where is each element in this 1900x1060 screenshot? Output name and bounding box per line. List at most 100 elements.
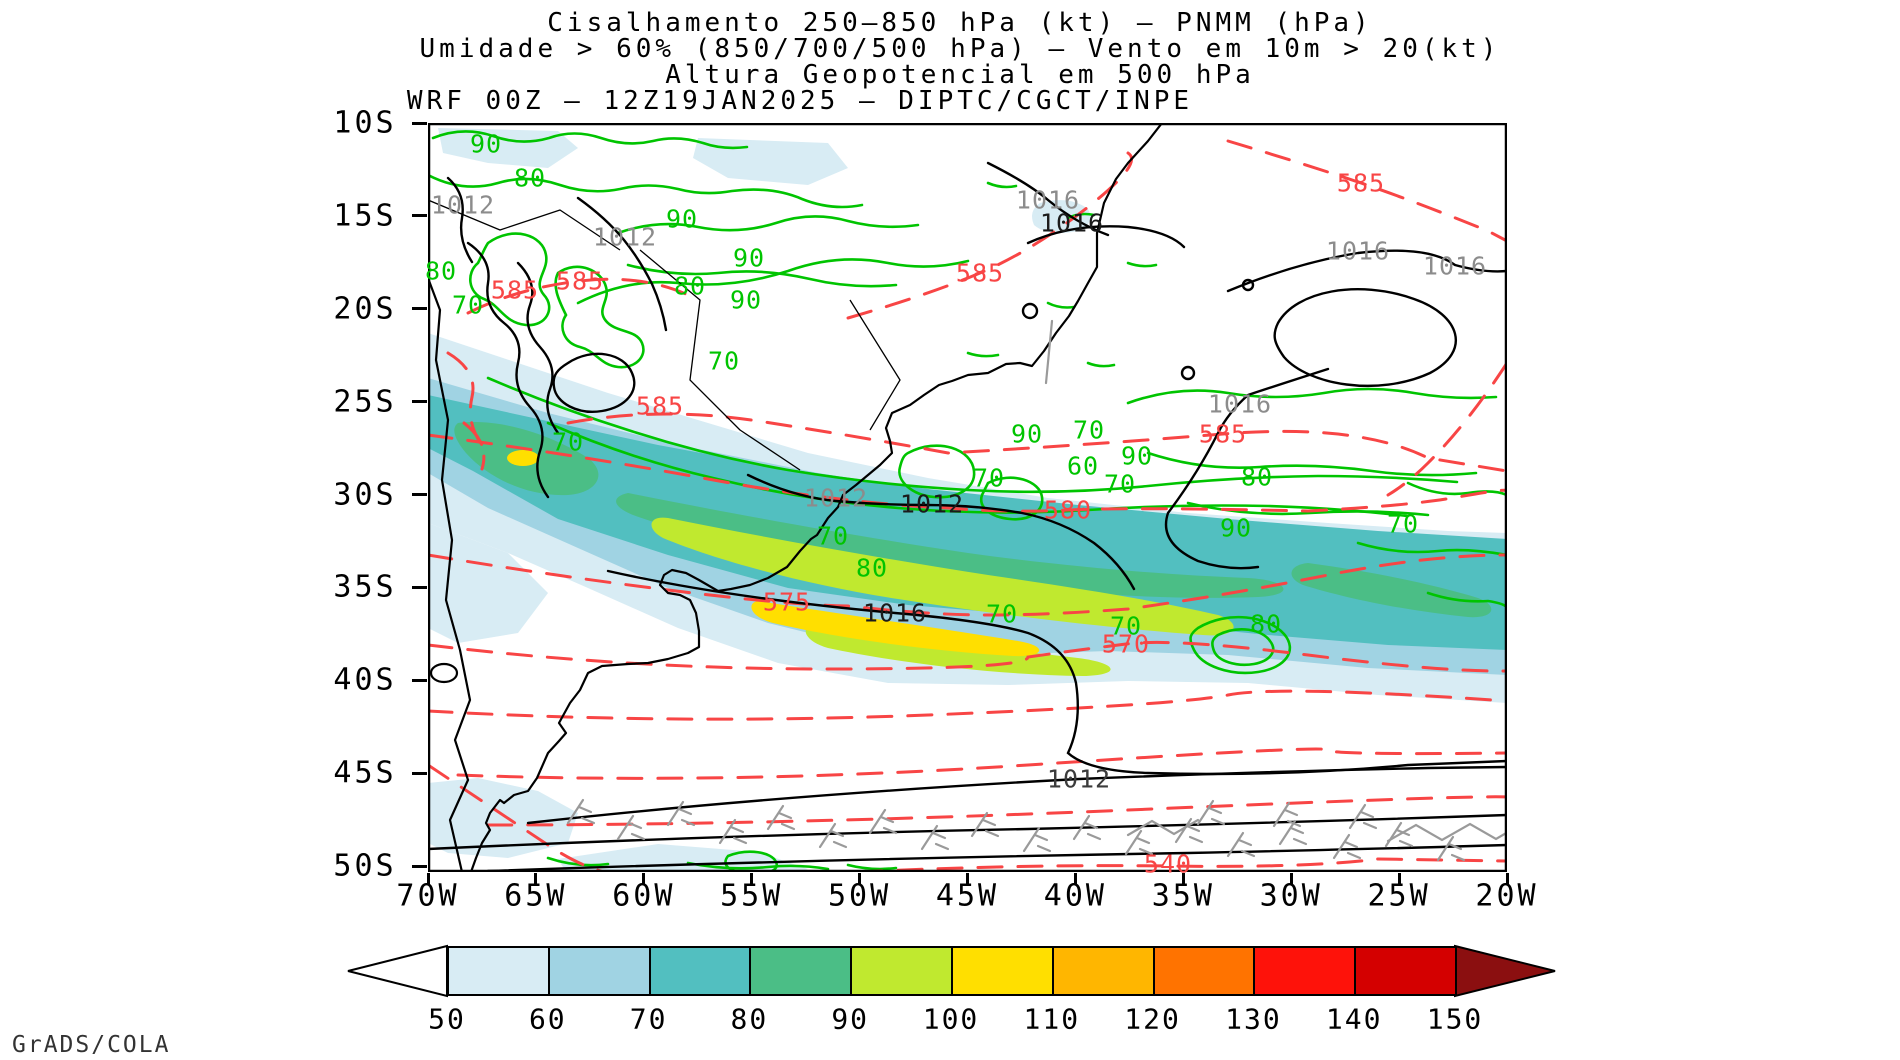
lon-axis-label: 55W: [720, 878, 784, 914]
shear-contour-label: 80: [1249, 609, 1283, 639]
wind-barb-icon: [1174, 817, 1204, 844]
colorbar-value: 50: [428, 1002, 466, 1036]
lon-tick-mark: [1505, 873, 1509, 884]
pnmm-contour-label: 1012: [592, 222, 658, 252]
shear-contour-label: 90: [1219, 513, 1253, 543]
chart-title-line-2: Umidade > 60% (850/700/500 hPa) – Vento …: [419, 34, 1501, 64]
lat-axis-label: 15S: [333, 198, 397, 234]
lat-tick-mark: [412, 678, 427, 682]
lon-tick-mark: [1289, 873, 1293, 884]
wind-barbs: [566, 319, 1507, 862]
lon-axis-label: 20W: [1475, 878, 1539, 914]
colorbar-value: 80: [730, 1002, 769, 1036]
wind-barb-icon: [818, 822, 848, 849]
shear-contour-label: 90: [732, 243, 766, 273]
geopotential-contour-label: 540: [1143, 849, 1193, 879]
geopotential-contour-label: 585: [1336, 168, 1386, 198]
shear-contour-label: 70: [816, 521, 850, 551]
colorbar-value: 140: [1325, 1002, 1383, 1036]
wind-barb-icon: [1332, 833, 1362, 860]
colorbar-segment: [951, 946, 1054, 996]
wind-barb-icon: [868, 808, 898, 835]
shear-contour-label: 90: [729, 285, 763, 315]
wind-barb-icon: [1436, 835, 1466, 862]
wind-barb-icon: [1226, 831, 1256, 858]
geopotential-contour-label: 585: [955, 258, 1005, 288]
shear-contour-label: 70: [972, 463, 1006, 493]
wind-barb-icon: [616, 814, 646, 841]
wind-barb-icon: [1348, 803, 1378, 830]
lon-axis-label: 40W: [1043, 878, 1107, 914]
lat-axis-label: 45S: [333, 755, 397, 791]
shear-contour-label: 70: [1109, 611, 1143, 641]
lon-axis-label: 30W: [1259, 878, 1323, 914]
geopotential-contour-label: 585: [635, 391, 685, 421]
lon-tick-mark: [858, 873, 862, 884]
pnmm-contour-label: 1016: [862, 598, 928, 628]
lon-axis-label: 45W: [935, 878, 1000, 914]
shear-contour-label: 80: [1240, 462, 1274, 492]
lat-axis-label: 20S: [333, 291, 397, 327]
colorbar-segment: [850, 946, 953, 996]
shear-contour-label: 60: [1066, 451, 1100, 481]
wind-barb-icon: [1272, 801, 1302, 828]
wind-barb-icon: [566, 798, 596, 825]
lon-axis-label: 70W: [396, 878, 460, 914]
wind-barb-icon: [970, 811, 1000, 838]
lat-tick-mark: [412, 864, 427, 868]
pnmm-contour-label: 1016: [1325, 236, 1391, 266]
colorbar-value: 120: [1124, 1002, 1181, 1036]
lat-tick-mark: [412, 493, 427, 496]
shear-contour-label: 70: [707, 346, 741, 376]
colorbar-value: 100: [922, 1002, 980, 1036]
geopotential-contour-label: 585: [490, 275, 540, 305]
colorbar-right-arrow-shape: [1454, 944, 1556, 998]
lat-axis-label: 35S: [333, 569, 397, 605]
shear-contour-label: 90: [665, 204, 699, 234]
lon-axis-label: 60W: [612, 878, 676, 914]
wind-barb-icon: [1196, 799, 1226, 826]
lon-tick-mark: [1073, 873, 1077, 884]
colorbar-left-arrow: [347, 944, 448, 998]
wind-barb-icon: [1384, 821, 1414, 848]
lon-tick-mark: [1397, 873, 1401, 884]
colorbar-segment: [1253, 946, 1357, 996]
lat-axis-label: 40S: [333, 662, 397, 698]
shear-contour-label: 80: [855, 553, 889, 583]
shear-contour-label: 80: [513, 163, 547, 193]
colorbar-value: 150: [1426, 1002, 1484, 1036]
lon-axis-label: 50W: [828, 878, 892, 914]
shear-contour-label: 70: [985, 599, 1019, 629]
lon-tick-mark: [750, 873, 754, 884]
shear-contour-label: 70: [1103, 469, 1137, 499]
geopotential-contours: [428, 139, 1507, 872]
shear-contour-label: 80: [424, 256, 458, 286]
pnmm-contour-label: 1012: [899, 489, 965, 519]
shear-contour-label: 80: [673, 271, 707, 301]
shear-shading: [428, 128, 1507, 872]
wind-barb-icon: [1278, 819, 1308, 846]
pnmm-contour-label: 1012: [803, 483, 869, 513]
lat-tick-mark: [412, 771, 427, 775]
geopotential-contour-label: 585: [1198, 419, 1248, 449]
colorbar-right-arrow: [1454, 944, 1556, 998]
lon-tick-mark: [966, 873, 969, 884]
shear-contour-label: 90: [1010, 419, 1044, 449]
wind-barb-icon: [1072, 814, 1102, 841]
colorbar-left-arrow-shape: [347, 944, 448, 998]
pnmm-contour-label: 1012: [1046, 764, 1112, 794]
lat-tick-mark: [412, 307, 427, 311]
shear-contour-label: 70: [1072, 415, 1106, 445]
lon-tick-mark: [426, 873, 430, 884]
colorbar-value: 70: [629, 1002, 668, 1036]
lat-axis-label: 50S: [333, 848, 397, 884]
wind-barb-icon: [666, 800, 696, 827]
wind-barb-icon: [766, 804, 796, 831]
shear-contour-label: 90: [1120, 441, 1154, 471]
pnmm-contour-label: 1016: [1015, 185, 1081, 215]
colorbar-value: 60: [528, 1002, 567, 1036]
coastline: [428, 123, 1163, 872]
geopotential-contour-label: 585: [555, 266, 605, 296]
map-canvas: [428, 123, 1507, 872]
